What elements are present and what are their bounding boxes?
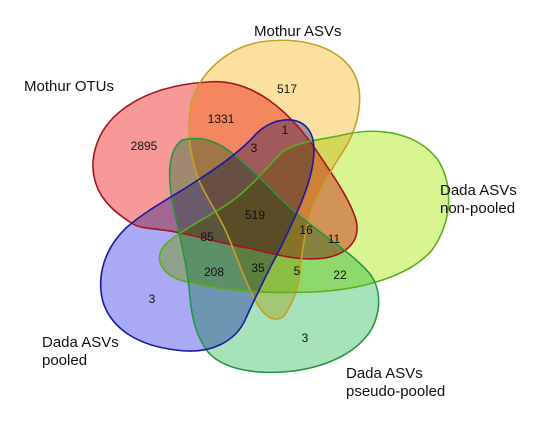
set-label-mothur-otus: Mothur OTUs <box>24 78 114 95</box>
set-shape-dada-pooled <box>100 119 314 352</box>
set-outline-dada-pooled <box>99 119 315 352</box>
set-outline-mothur-otus <box>92 80 358 260</box>
set-shapes <box>93 40 449 373</box>
set-labels: Mothur OTUs Mothur ASVs Dada ASVs non-po… <box>24 23 521 400</box>
region-count-otus-asvs-pooled: 3 <box>251 141 258 155</box>
set-label-dada-pooled-line-1: Dada ASVs <box>42 334 119 351</box>
set-label-dada-nonpooled-line-2: non-pooled <box>440 200 515 217</box>
region-count-all-five: 519 <box>245 208 265 222</box>
set-label-dada-pseudopooled-line-1: Dada ASVs <box>346 365 423 382</box>
region-count-5: 5 <box>294 264 301 278</box>
set-outline-mothur-asvs <box>188 39 361 320</box>
set-label-mothur-asvs-line-1: Mothur ASVs <box>254 23 342 40</box>
region-count-otus-asvs: 1331 <box>208 112 235 126</box>
region-count-208: 208 <box>204 265 224 279</box>
region-count-16: 16 <box>299 223 313 237</box>
region-count-dada-pseudopooled-only: 3 <box>302 331 309 345</box>
region-count-mothur-asvs-only: 517 <box>277 82 297 96</box>
set-label-dada-pooled: Dada ASVs pooled <box>42 334 123 369</box>
region-count-mothur-otus-only: 2895 <box>131 139 158 153</box>
set-label-dada-nonpooled: Dada ASVs non-pooled <box>440 182 521 217</box>
region-counts: 2895 1331 517 1 3 519 85 16 11 208 35 5 … <box>131 82 347 345</box>
region-count-22: 22 <box>333 268 347 282</box>
set-outline-dada-pseudopooled <box>168 137 380 374</box>
set-label-dada-pseudopooled: Dada ASVs pseudo-pooled <box>346 365 445 400</box>
set-outline-dada-nonpooled <box>158 130 450 294</box>
set-label-mothur-otus-line-1: Mothur OTUs <box>24 78 114 95</box>
set-label-mothur-asvs: Mothur ASVs <box>254 23 342 40</box>
region-count-35: 35 <box>251 261 265 275</box>
region-count-11: 11 <box>328 232 341 246</box>
set-label-dada-pooled-line-2: pooled <box>42 352 87 369</box>
region-count-dada-pooled-only: 3 <box>149 292 156 306</box>
region-count-asvs-pooled: 1 <box>282 123 289 137</box>
set-outlines <box>92 39 450 374</box>
set-label-dada-nonpooled-line-1: Dada ASVs <box>440 182 517 199</box>
region-count-85: 85 <box>200 230 214 244</box>
set-label-dada-pseudopooled-line-2: pseudo-pooled <box>346 383 445 400</box>
